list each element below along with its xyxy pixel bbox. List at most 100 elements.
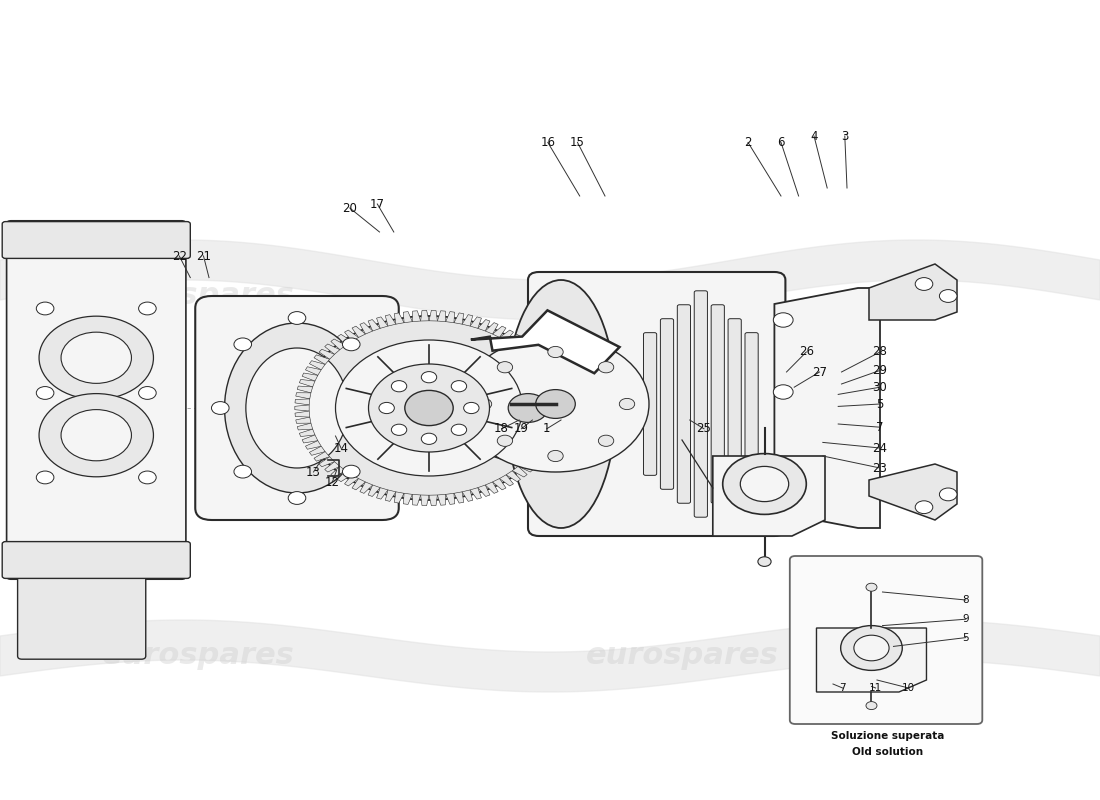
- Polygon shape: [314, 451, 330, 461]
- Circle shape: [40, 394, 153, 477]
- Circle shape: [773, 313, 793, 327]
- Text: eurospares: eurospares: [101, 642, 295, 670]
- Circle shape: [536, 390, 575, 418]
- Circle shape: [915, 278, 933, 290]
- Polygon shape: [499, 330, 514, 342]
- Circle shape: [139, 302, 156, 315]
- Polygon shape: [774, 288, 880, 528]
- Text: 28: 28: [872, 346, 888, 358]
- Circle shape: [36, 302, 54, 315]
- Polygon shape: [412, 494, 420, 506]
- Circle shape: [462, 336, 649, 472]
- Text: 29: 29: [872, 364, 888, 377]
- Polygon shape: [376, 488, 388, 499]
- Polygon shape: [404, 312, 412, 322]
- Circle shape: [211, 402, 229, 414]
- FancyBboxPatch shape: [694, 290, 707, 517]
- Polygon shape: [816, 628, 926, 692]
- Circle shape: [392, 381, 407, 392]
- Polygon shape: [446, 312, 454, 322]
- Circle shape: [854, 635, 889, 661]
- Polygon shape: [368, 319, 381, 331]
- Polygon shape: [528, 355, 544, 365]
- Polygon shape: [454, 492, 464, 503]
- Polygon shape: [429, 495, 438, 506]
- Circle shape: [723, 454, 806, 514]
- Polygon shape: [344, 474, 359, 486]
- Polygon shape: [295, 399, 310, 405]
- Text: 7: 7: [877, 421, 883, 434]
- Text: 1: 1: [543, 422, 550, 435]
- Circle shape: [378, 402, 395, 414]
- Circle shape: [619, 398, 635, 410]
- Text: 12: 12: [324, 476, 340, 489]
- Polygon shape: [513, 466, 527, 477]
- Polygon shape: [295, 405, 309, 411]
- FancyBboxPatch shape: [745, 333, 758, 475]
- Polygon shape: [518, 462, 534, 472]
- Polygon shape: [295, 411, 310, 417]
- Circle shape: [464, 402, 478, 414]
- Polygon shape: [506, 470, 520, 482]
- Polygon shape: [462, 490, 473, 502]
- Circle shape: [288, 491, 306, 504]
- Circle shape: [598, 435, 614, 446]
- Text: eurospares: eurospares: [585, 282, 779, 310]
- Circle shape: [421, 371, 437, 383]
- Polygon shape: [360, 482, 373, 494]
- Circle shape: [288, 312, 306, 325]
- Polygon shape: [385, 314, 396, 326]
- FancyBboxPatch shape: [528, 272, 785, 536]
- Polygon shape: [532, 446, 549, 455]
- Polygon shape: [454, 313, 464, 324]
- Polygon shape: [324, 344, 340, 354]
- FancyBboxPatch shape: [2, 542, 190, 578]
- FancyBboxPatch shape: [7, 221, 186, 579]
- Polygon shape: [302, 373, 318, 381]
- Polygon shape: [360, 322, 373, 334]
- Text: 7: 7: [839, 683, 846, 693]
- Polygon shape: [299, 379, 315, 387]
- Polygon shape: [537, 366, 552, 375]
- Polygon shape: [420, 495, 429, 506]
- FancyBboxPatch shape: [728, 318, 741, 490]
- Circle shape: [542, 370, 562, 385]
- Polygon shape: [438, 494, 446, 506]
- Text: 26: 26: [799, 346, 814, 358]
- Text: 25: 25: [696, 422, 712, 435]
- Text: 23: 23: [872, 462, 888, 474]
- Circle shape: [915, 501, 933, 514]
- Circle shape: [773, 457, 793, 471]
- Polygon shape: [547, 417, 562, 423]
- Polygon shape: [485, 322, 498, 334]
- Circle shape: [840, 626, 902, 670]
- Circle shape: [451, 381, 466, 392]
- Circle shape: [773, 385, 793, 399]
- Polygon shape: [506, 334, 520, 346]
- Circle shape: [542, 431, 562, 446]
- Polygon shape: [297, 423, 312, 430]
- FancyBboxPatch shape: [712, 305, 725, 503]
- Polygon shape: [532, 361, 549, 370]
- Text: 27: 27: [812, 366, 827, 378]
- Polygon shape: [470, 317, 482, 328]
- Circle shape: [421, 434, 437, 445]
- Circle shape: [62, 410, 132, 461]
- Polygon shape: [394, 492, 404, 503]
- Circle shape: [36, 386, 54, 399]
- FancyBboxPatch shape: [18, 557, 145, 659]
- Circle shape: [62, 332, 132, 383]
- Text: 13: 13: [306, 466, 321, 478]
- Text: 3: 3: [842, 130, 848, 142]
- FancyBboxPatch shape: [790, 556, 982, 724]
- Polygon shape: [477, 485, 490, 497]
- Ellipse shape: [506, 280, 616, 528]
- Circle shape: [234, 338, 252, 350]
- Circle shape: [497, 362, 513, 373]
- Circle shape: [566, 401, 586, 415]
- Polygon shape: [306, 366, 321, 375]
- Polygon shape: [338, 470, 352, 482]
- Text: 10: 10: [902, 683, 915, 693]
- Circle shape: [758, 557, 771, 566]
- Polygon shape: [471, 310, 619, 374]
